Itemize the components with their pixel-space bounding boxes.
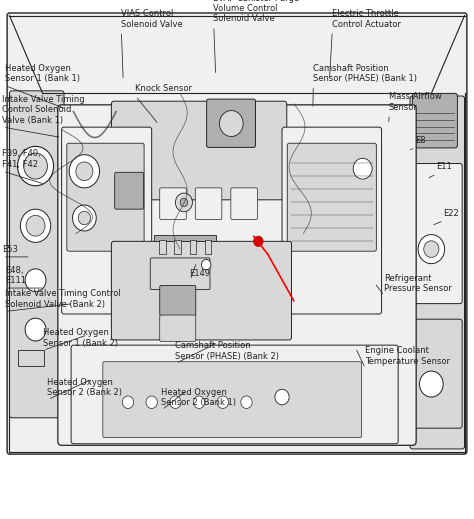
FancyBboxPatch shape bbox=[231, 188, 257, 220]
FancyBboxPatch shape bbox=[7, 13, 467, 454]
Text: E149: E149 bbox=[190, 269, 210, 278]
Circle shape bbox=[254, 236, 263, 247]
FancyBboxPatch shape bbox=[67, 143, 144, 251]
FancyBboxPatch shape bbox=[412, 319, 462, 428]
FancyBboxPatch shape bbox=[412, 93, 457, 148]
FancyBboxPatch shape bbox=[207, 99, 255, 147]
Circle shape bbox=[170, 396, 181, 408]
FancyBboxPatch shape bbox=[410, 96, 465, 449]
Text: E53: E53 bbox=[2, 245, 18, 254]
Bar bbox=[154, 235, 216, 241]
FancyBboxPatch shape bbox=[150, 258, 210, 290]
FancyBboxPatch shape bbox=[58, 105, 416, 445]
Circle shape bbox=[18, 146, 54, 186]
FancyBboxPatch shape bbox=[124, 188, 151, 220]
Circle shape bbox=[418, 235, 445, 264]
Circle shape bbox=[275, 389, 289, 405]
FancyBboxPatch shape bbox=[111, 101, 287, 200]
FancyBboxPatch shape bbox=[160, 315, 196, 342]
Text: Camshaft Position
Sensor (PHASE) (Bank 2): Camshaft Position Sensor (PHASE) (Bank 2… bbox=[175, 342, 279, 361]
Text: Heated Oxygen
Sensor 1 (Bank 1): Heated Oxygen Sensor 1 (Bank 1) bbox=[5, 64, 80, 83]
FancyBboxPatch shape bbox=[71, 345, 398, 444]
Circle shape bbox=[78, 211, 91, 225]
Text: Intake Valve Timing
Control Solenoid
Valve (Bank 1): Intake Valve Timing Control Solenoid Val… bbox=[2, 95, 85, 125]
Circle shape bbox=[24, 153, 47, 179]
Circle shape bbox=[241, 396, 252, 408]
Text: Mass Airflow
Sensor: Mass Airflow Sensor bbox=[389, 92, 441, 112]
Circle shape bbox=[122, 396, 134, 408]
Text: E22: E22 bbox=[443, 209, 459, 218]
Circle shape bbox=[20, 209, 51, 242]
FancyBboxPatch shape bbox=[195, 188, 222, 220]
Circle shape bbox=[25, 269, 46, 292]
Bar bbox=[174, 240, 181, 254]
Circle shape bbox=[25, 318, 46, 341]
Bar bbox=[205, 240, 211, 254]
Circle shape bbox=[353, 158, 372, 179]
FancyBboxPatch shape bbox=[282, 127, 382, 314]
FancyBboxPatch shape bbox=[412, 163, 462, 304]
FancyBboxPatch shape bbox=[287, 143, 376, 251]
Circle shape bbox=[180, 198, 188, 207]
FancyBboxPatch shape bbox=[160, 285, 196, 316]
Circle shape bbox=[201, 260, 211, 270]
FancyBboxPatch shape bbox=[111, 241, 292, 340]
FancyBboxPatch shape bbox=[160, 188, 186, 220]
Text: VIAS Control
Solenoid Valve: VIAS Control Solenoid Valve bbox=[121, 9, 182, 29]
Circle shape bbox=[217, 396, 228, 408]
Text: Intake Valve Timing Control
Solenoid Valve (Bank 2): Intake Valve Timing Control Solenoid Val… bbox=[5, 290, 120, 309]
Text: Heated Oxygen
Sensor 2 (Bank 2): Heated Oxygen Sensor 2 (Bank 2) bbox=[47, 378, 122, 397]
Circle shape bbox=[419, 371, 443, 397]
Circle shape bbox=[424, 241, 439, 257]
Text: Camshaft Position
Sensor (PHASE) (Bank 1): Camshaft Position Sensor (PHASE) (Bank 1… bbox=[313, 64, 417, 83]
Bar bbox=[190, 240, 196, 254]
Text: Heated Oxygen
Sensor 2 (Bank 1): Heated Oxygen Sensor 2 (Bank 1) bbox=[161, 388, 236, 407]
Text: EVAP Canister Purge
Volume Control
Solenoid Valve: EVAP Canister Purge Volume Control Solen… bbox=[213, 0, 300, 23]
FancyBboxPatch shape bbox=[9, 91, 64, 418]
Bar bbox=[159, 240, 166, 254]
Text: F39, F40,
F41, F42: F39, F40, F41, F42 bbox=[2, 149, 41, 169]
FancyBboxPatch shape bbox=[62, 127, 152, 314]
Circle shape bbox=[193, 396, 205, 408]
Circle shape bbox=[69, 155, 100, 188]
Circle shape bbox=[26, 215, 45, 236]
Circle shape bbox=[175, 193, 192, 212]
Circle shape bbox=[76, 162, 93, 181]
FancyBboxPatch shape bbox=[103, 362, 362, 438]
FancyBboxPatch shape bbox=[115, 172, 144, 209]
Circle shape bbox=[219, 111, 243, 136]
Text: Engine Coolant
Temperature Sensor: Engine Coolant Temperature Sensor bbox=[365, 347, 450, 366]
Bar bbox=[18, 350, 44, 366]
Circle shape bbox=[146, 396, 157, 408]
Text: E8: E8 bbox=[415, 136, 425, 145]
Text: Electric Throttle
Control Actuator: Electric Throttle Control Actuator bbox=[332, 9, 401, 29]
Text: Knock Sensor: Knock Sensor bbox=[135, 85, 192, 93]
Circle shape bbox=[73, 205, 96, 231]
Text: E11: E11 bbox=[436, 162, 452, 171]
Text: E48,
E111: E48, E111 bbox=[5, 266, 26, 285]
Text: Refrigerant
Pressure Sensor: Refrigerant Pressure Sensor bbox=[384, 274, 452, 293]
Text: Heated Oxygen
Sensor 1 (Bank 2): Heated Oxygen Sensor 1 (Bank 2) bbox=[43, 329, 118, 348]
